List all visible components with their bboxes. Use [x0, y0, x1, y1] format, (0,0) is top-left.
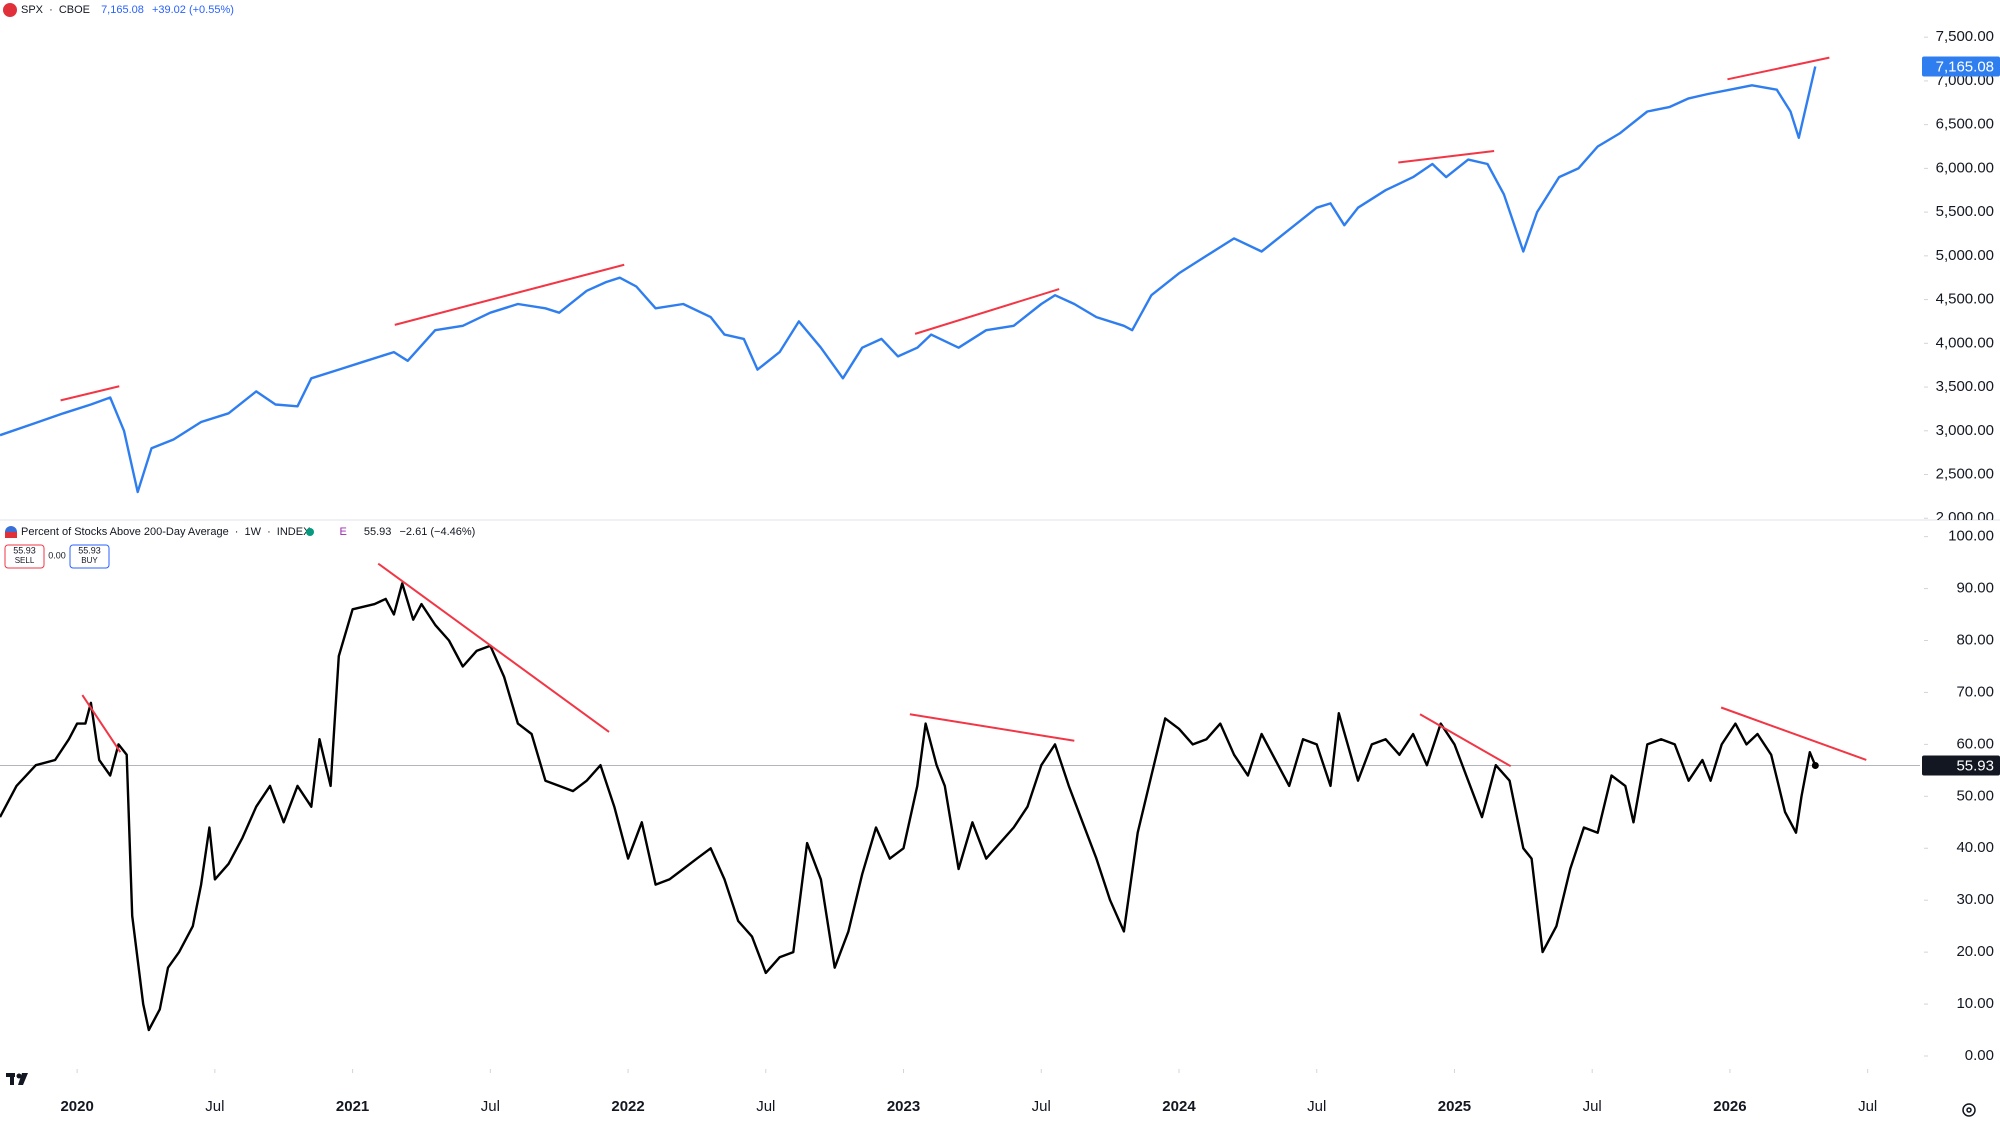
y-tick-label: 3,500.00 — [1936, 378, 1994, 395]
sell-price: 55.93 — [13, 545, 36, 555]
y-tick-label: 7,500.00 — [1936, 28, 1994, 45]
y-tick-label: 5,000.00 — [1936, 247, 1994, 264]
x-tick-label: Jul — [205, 1098, 224, 1115]
y-tick-label: 30.00 — [1956, 891, 1994, 908]
x-tick-label: Jul — [481, 1098, 500, 1115]
price-label: 7,165.08 — [1936, 58, 1994, 75]
y-tick-label: 0.00 — [1965, 1047, 1994, 1064]
badge: E — [339, 526, 346, 538]
trend-line — [1398, 149, 1495, 164]
buy-price: 55.93 — [78, 545, 101, 555]
separator: · — [235, 526, 239, 538]
y-tick-label: 4,000.00 — [1936, 334, 1994, 351]
spread: 0.00 — [48, 550, 66, 560]
y-tick-label: 70.00 — [1956, 683, 1994, 700]
sell-label: SELL — [15, 556, 35, 565]
x-tick-label: Jul — [1858, 1098, 1877, 1115]
change: −2.61 (−4.46%) — [399, 526, 475, 538]
x-tick-label: Jul — [1032, 1098, 1051, 1115]
value: 55.93 — [364, 526, 392, 538]
x-tick-label: 2020 — [60, 1098, 93, 1115]
settings-gear[interactable] — [1962, 1103, 1976, 1117]
status-dot — [306, 528, 314, 536]
trend-line — [1720, 706, 1867, 761]
x-tick-label: 2024 — [1162, 1098, 1196, 1115]
y-tick-label: 60.00 — [1956, 735, 1994, 752]
separator: · — [49, 4, 53, 16]
separator: · — [267, 526, 271, 538]
trend-line — [914, 288, 1060, 335]
y-tick-label: 10.00 — [1956, 995, 1994, 1012]
y-tick-label: 90.00 — [1956, 580, 1994, 597]
y-tick-label: 100.00 — [1948, 528, 1994, 545]
x-tick-label: Jul — [1307, 1098, 1326, 1115]
y-tick-label: 6,000.00 — [1936, 159, 1994, 176]
buy-label: BUY — [81, 556, 98, 565]
y-tick-label: 20.00 — [1956, 943, 1994, 960]
sell-button[interactable] — [4, 544, 45, 569]
price: 7,165.08 — [101, 4, 144, 16]
trend-line — [909, 713, 1075, 742]
x-tick-label: Jul — [1583, 1098, 1602, 1115]
indicator-name: Percent of Stocks Above 200-Day Average — [21, 526, 229, 538]
symbol: SPX — [21, 4, 44, 16]
trend-line — [60, 385, 120, 402]
top-header: SPX · CBOE 7,165.08 +39.02 (+0.55%) — [21, 4, 234, 16]
source: INDEX — [277, 526, 311, 538]
trend-line — [1419, 713, 1512, 768]
series-line — [0, 66, 1817, 494]
pane: 2,000.00 2,500.00 3,000.00 3,500.00 4,000.00… — [0, 28, 1994, 526]
interval: 1W — [245, 526, 262, 538]
y-tick-label: 3,000.00 — [1936, 422, 1994, 439]
trend-line — [394, 263, 625, 326]
y-tick-label: 50.00 — [1956, 787, 1994, 804]
y-tick-label: 4,500.00 — [1936, 291, 1994, 308]
x-tick-label: 2022 — [611, 1098, 644, 1115]
exchange: CBOE — [59, 4, 90, 16]
symbol-icon — [3, 3, 17, 17]
y-tick-label: 5,500.00 — [1936, 203, 1994, 220]
series-line — [0, 582, 1817, 1032]
price-label: 55.93 — [1956, 757, 1994, 774]
price-label-bg — [1922, 56, 2000, 77]
pane: 0.00 10.00 20.00 30.00 40.00 50.00 60.00 70.00 8… — [0, 528, 1994, 1064]
y-tick-label: 80.00 — [1956, 631, 1994, 648]
bottom-header: Percent of Stocks Above 200-Day Average … — [21, 526, 475, 538]
x-tick-label: 2026 — [1713, 1098, 1746, 1115]
buy-button[interactable] — [69, 544, 110, 569]
price-label-bg — [1922, 755, 2000, 776]
change: +39.02 (+0.55%) — [152, 4, 234, 16]
trend-line — [377, 562, 610, 733]
last-point — [1811, 762, 1819, 770]
indicator-icon-stripe — [5, 532, 17, 538]
y-tick-label: 2,000.00 — [1936, 509, 1994, 526]
y-tick-label: 40.00 — [1956, 839, 1994, 856]
x-tick-label: 2025 — [1438, 1098, 1471, 1115]
logo[interactable] — [6, 1073, 28, 1085]
trend-line — [81, 694, 122, 753]
trend-line — [1727, 56, 1830, 81]
y-tick-label: 6,500.00 — [1936, 116, 1994, 133]
x-tick-label: 2023 — [887, 1098, 920, 1115]
x-tick-label: 2021 — [336, 1098, 369, 1115]
x-tick-label: Jul — [756, 1098, 775, 1115]
y-tick-label: 2,500.00 — [1936, 465, 1994, 482]
